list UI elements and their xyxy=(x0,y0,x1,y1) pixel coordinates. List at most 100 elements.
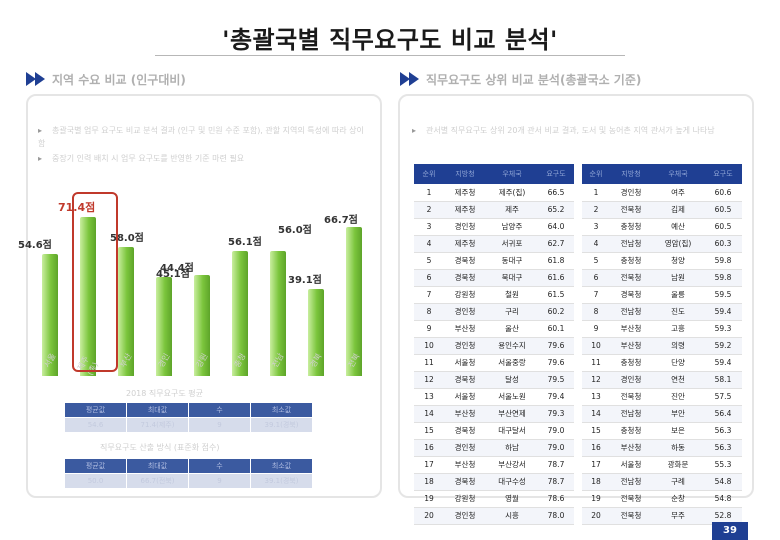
table-cell: 11 xyxy=(582,354,610,372)
table-cell: 전남청 xyxy=(610,473,652,491)
table-row: 18 전남청 구례 54.8 xyxy=(582,473,742,491)
caption-1: 2018 직무요구도 평균 xyxy=(126,389,203,398)
table-cell: 시흥 xyxy=(486,507,538,525)
table-cell: 구리 xyxy=(486,303,538,321)
table-cell: 57.5 xyxy=(704,388,742,406)
table-cell: 9 xyxy=(582,320,610,338)
table-cell: 61.8 xyxy=(538,252,574,270)
table-cell: 고흥 xyxy=(652,320,704,338)
table-cell: 6 xyxy=(582,269,610,287)
table-cell: 부산청 xyxy=(610,320,652,338)
table-cell: 59.5 xyxy=(704,286,742,304)
table-cell: 광화문 xyxy=(652,456,704,474)
table-cell: 2 xyxy=(582,201,610,219)
chart-bar xyxy=(232,250,248,376)
chart-bar xyxy=(308,288,324,376)
left-note-1: ▸ 총괄국별 업무 요구도 비교 분석 결과 (인구 및 민원 수준 포함), 관… xyxy=(38,126,364,148)
table-cell: 전북청 xyxy=(610,201,652,219)
table-cell: 의령 xyxy=(652,337,704,355)
table-cell: 78.6 xyxy=(538,490,574,508)
double-arrow-icon xyxy=(26,72,48,86)
table-cell: 79.6 xyxy=(538,337,574,355)
table-cell: 79.5 xyxy=(538,371,574,389)
table-cell: 충청청 xyxy=(610,354,652,372)
table-cell: 11 xyxy=(414,354,444,372)
table-cell: 경인청 xyxy=(444,507,486,525)
table-row: 8 경인청 구리 60.2 xyxy=(414,303,574,321)
table-cell: 19 xyxy=(414,490,444,508)
bar-value-label: 39.1점 xyxy=(288,274,322,286)
table-cell: 8 xyxy=(582,303,610,321)
table-cell: 서울청 xyxy=(444,388,486,406)
table-row: 16 부산청 하동 56.3 xyxy=(582,439,742,457)
table-row: 16 경인청 하남 79.0 xyxy=(414,439,574,457)
table-cell: 60.5 xyxy=(704,201,742,219)
table-cell: 남원 xyxy=(652,269,704,287)
table-row: 19 전북청 순창 54.8 xyxy=(582,490,742,508)
bar-value-label: 66.7점 xyxy=(324,215,358,227)
table-row: 14 전남청 부안 56.4 xyxy=(582,405,742,423)
table-cell: 18 xyxy=(582,473,610,491)
table-cell: 60.2 xyxy=(538,303,574,321)
table-cell: 59.4 xyxy=(704,303,742,321)
table-cell: 달성 xyxy=(486,371,538,389)
table-cell: 하남 xyxy=(486,439,538,457)
table-cell: 진안 xyxy=(652,388,704,406)
bar-value-label: 56.0점 xyxy=(278,225,312,237)
table-cell: 55.3 xyxy=(704,456,742,474)
table-row: 14 부산청 부산연제 79.3 xyxy=(414,405,574,423)
table-cell: 북대구 xyxy=(486,269,538,287)
table-cell: 서울중랑 xyxy=(486,354,538,372)
right-note: ▸ 관서별 직무요구도 상위 20개 관서 비교 결과, 도서 및 농어촌 지역 … xyxy=(412,126,715,135)
left-heading-text: 지역 수요 비교 (인구대비) xyxy=(52,72,186,87)
table-cell: 79.6 xyxy=(538,354,574,372)
table-row: 3 충청청 예산 60.5 xyxy=(582,218,742,236)
table-row: 11 서울청 서울중랑 79.6 xyxy=(414,354,574,372)
table-cell: 연천 xyxy=(652,371,704,389)
table-cell: 울산 xyxy=(486,320,538,338)
table-row: 19 강원청 영월 78.6 xyxy=(414,490,574,508)
table-cell: 순창 xyxy=(652,490,704,508)
table-cell: 전북청 xyxy=(610,507,652,525)
table-cell: 8 xyxy=(414,303,444,321)
table-cell: 충청청 xyxy=(610,252,652,270)
table-cell: 하동 xyxy=(652,439,704,457)
table-cell: 용인수지 xyxy=(486,337,538,355)
table-row: 5 충청청 청양 59.8 xyxy=(582,252,742,270)
table-cell: 서귀포 xyxy=(486,235,538,253)
table-row: 9 부산청 울산 60.1 xyxy=(414,320,574,338)
table-cell: 구례 xyxy=(652,473,704,491)
table-cell: 78.7 xyxy=(538,473,574,491)
bar-value-label: 45.1점 xyxy=(156,269,190,281)
table-cell: 단양 xyxy=(652,354,704,372)
table-row: 5 경북청 동대구 61.8 xyxy=(414,252,574,270)
table-row: 20 전북청 무주 52.8 xyxy=(582,507,742,525)
table-cell: 18 xyxy=(414,473,444,491)
table-cell: 대구수성 xyxy=(486,473,538,491)
page-number: 39 xyxy=(712,522,748,540)
table-cell: 60.3 xyxy=(704,235,742,253)
table-row: 12 경인청 연천 58.1 xyxy=(582,371,742,389)
table-cell: 전북청 xyxy=(610,388,652,406)
table-cell: 79.0 xyxy=(538,422,574,440)
table-row: 10 부산청 의령 59.2 xyxy=(582,337,742,355)
table-cell: 부산청 xyxy=(444,405,486,423)
table-cell: 54.8 xyxy=(704,473,742,491)
table-cell: 부산강서 xyxy=(486,456,538,474)
table-row: 7 강원청 철원 61.5 xyxy=(414,286,574,304)
table-cell: 경인청 xyxy=(444,439,486,457)
table-row: 4 전남청 영암(집) 60.3 xyxy=(582,235,742,253)
bar-value-label: 58.0점 xyxy=(110,232,144,244)
table-cell: 16 xyxy=(414,439,444,457)
table-row: 13 전북청 진안 57.5 xyxy=(582,388,742,406)
table-cell: 부산청 xyxy=(610,439,652,457)
table-cell: 전남청 xyxy=(610,235,652,253)
table-row: 13 서울청 서울노원 79.4 xyxy=(414,388,574,406)
table-row: 7 경북청 울릉 59.5 xyxy=(582,286,742,304)
table-cell: 예산 xyxy=(652,218,704,236)
double-arrow-icon xyxy=(400,72,422,86)
table-cell: 무주 xyxy=(652,507,704,525)
table-row: 15 경북청 대구달서 79.0 xyxy=(414,422,574,440)
table-cell: 경인청 xyxy=(610,184,652,202)
table-cell: 경인청 xyxy=(444,303,486,321)
